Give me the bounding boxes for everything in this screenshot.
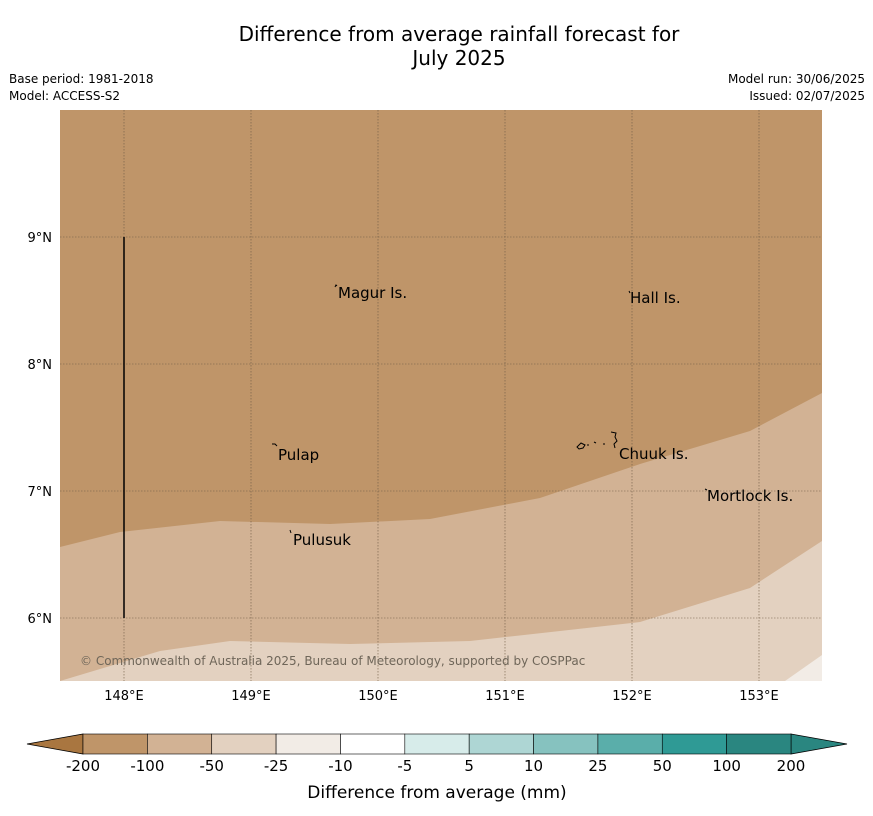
colorbar-tick-label: -50 — [199, 757, 224, 775]
colorbar-cell — [533, 733, 599, 755]
lon-label-149e: 149°E — [231, 689, 271, 704]
colorbar-tick-label: -25 — [264, 757, 289, 775]
colorbar-low-extend — [26, 733, 84, 755]
colorbar-tick-label: -10 — [328, 757, 353, 775]
island-outlines — [272, 284, 708, 534]
island-pulap — [272, 443, 278, 447]
colorbar-cell — [340, 733, 406, 755]
colorbar-ticks: -200 -100 -50 -25 -10 -5 5 10 25 50 100 200 — [66, 757, 805, 775]
colorbar-tick-label: -200 — [66, 757, 100, 775]
colorbar-cell — [211, 733, 277, 755]
title-line-2: July 2025 — [412, 46, 506, 70]
colorbar-tick-label: 10 — [524, 757, 543, 775]
meta-left: Base period: 1981-2018 Model: ACCESS-S2 — [9, 71, 154, 105]
colorbar-cell — [147, 733, 213, 755]
place-magur: Magur Is. — [338, 284, 407, 302]
lon-label-150e: 150°E — [358, 689, 398, 704]
island-chuuk-3 — [593, 441, 597, 444]
band-minus-25-to-50 — [60, 393, 822, 681]
colorbar-tick-label: -100 — [130, 757, 164, 775]
colorbar-tick-label: 200 — [777, 757, 806, 775]
colorbar-cell — [275, 733, 341, 755]
place-mortlock: Mortlock Is. — [707, 487, 793, 505]
meta-right: Model run: 30/06/2025 Issued: 02/07/2025 — [728, 71, 865, 105]
lat-label-6n: 6°N — [28, 612, 53, 627]
colorbar-cell — [597, 733, 663, 755]
lon-axis: 148°E 149°E 150°E 151°E 152°E 153°E — [104, 689, 779, 704]
lat-label-8n: 8°N — [28, 358, 53, 373]
island-mortlock — [704, 488, 708, 491]
island-chuuk-1 — [576, 442, 586, 450]
colorbar-label: Difference from average (mm) — [307, 783, 566, 803]
issued-date: Issued: 02/07/2025 — [749, 89, 865, 103]
colorbar-cell — [661, 733, 727, 755]
colorbar-cell — [726, 733, 792, 755]
colorbar-tick-label: 100 — [712, 757, 741, 775]
map-title: Difference from average rainfall forecas… — [0, 22, 873, 70]
island-magur — [334, 284, 338, 288]
band-minus-5-to-10 — [785, 655, 822, 681]
lat-label-7n: 7°N — [28, 485, 53, 500]
island-pulusuk — [289, 529, 292, 534]
island-hall — [628, 290, 631, 294]
title-line-1: Difference from average rainfall forecas… — [238, 22, 680, 46]
model-run: Model run: 30/06/2025 — [727, 72, 865, 86]
lon-label-152e: 152°E — [612, 689, 652, 704]
place-labels: Magur Is. Hall Is. Pulap Chuuk Is. Mortl… — [278, 284, 793, 549]
lon-label-148e: 148°E — [104, 689, 144, 704]
colorbar-cell — [82, 733, 148, 755]
copyright-notice: © Commonwealth of Australia 2025, Bureau… — [80, 654, 585, 668]
place-chuuk: Chuuk Is. — [619, 445, 688, 463]
lon-label-151e: 151°E — [485, 689, 525, 704]
island-chuuk-reef — [610, 431, 618, 449]
lat-label-9n: 9°N — [28, 231, 53, 246]
colorbar-tick-label: 5 — [464, 757, 474, 775]
place-pulusuk: Pulusuk — [293, 531, 351, 549]
lat-axis: 9°N 8°N 7°N 6°N — [28, 231, 53, 627]
colorbar-cells — [82, 733, 792, 755]
place-hall: Hall Is. — [630, 289, 681, 307]
base-period: Base period: 1981-2018 — [9, 72, 154, 86]
colorbar-cell — [468, 733, 534, 755]
place-pulap: Pulap — [278, 446, 319, 464]
model-name: Model: ACCESS-S2 — [9, 89, 121, 103]
map-area: Magur Is. Hall Is. Pulap Chuuk Is. Mortl… — [60, 110, 822, 681]
colorbar-tick-label: 25 — [588, 757, 607, 775]
colorbar-cell — [404, 733, 470, 755]
colorbar: -200 -100 -50 -25 -10 -5 5 10 25 50 100 200 Differe… — [26, 733, 848, 803]
colorbar-tick-label: -5 — [397, 757, 412, 775]
band-minus-10-to-25 — [60, 541, 822, 681]
colorbar-tick-label: 50 — [653, 757, 672, 775]
lon-label-153e: 153°E — [739, 689, 779, 704]
colorbar-high-extend — [790, 733, 848, 755]
